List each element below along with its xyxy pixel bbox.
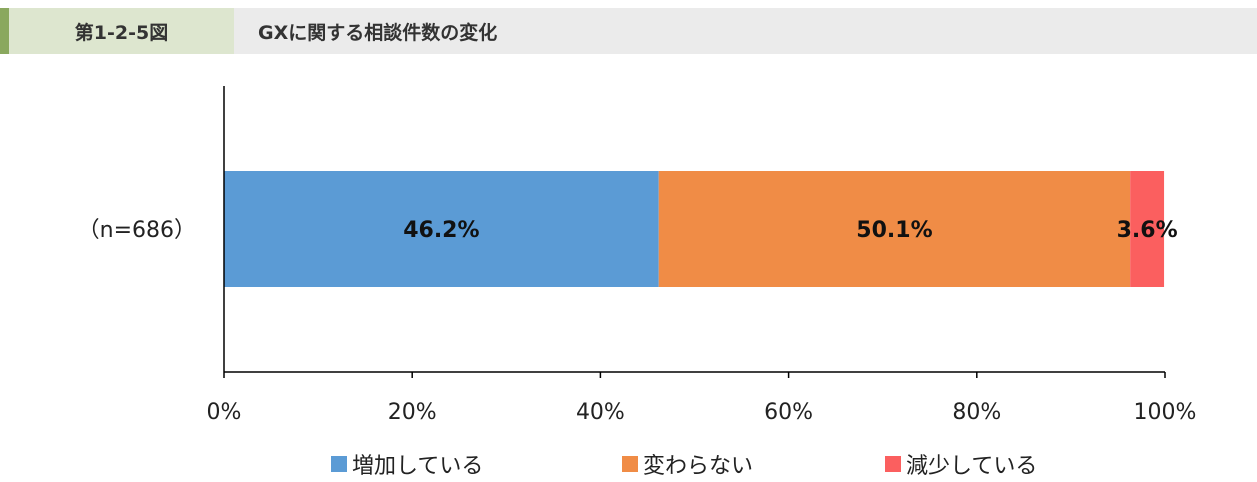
x-tick-label-1: 0% — [207, 400, 242, 425]
x-tick-label-4: 60% — [764, 400, 813, 425]
bar-segment-2 — [658, 171, 1131, 287]
legend-label-1: 増加している — [352, 454, 484, 479]
legend-item-2: 変わらない — [622, 448, 753, 480]
data-label-1: 46.2% — [403, 218, 479, 243]
header-accent-bar — [0, 8, 9, 54]
legend-label-2: 変わらない — [643, 454, 754, 479]
chart-legend: 増加している 変わらない 減少している — [0, 448, 1257, 480]
figure-title: GXに関する相談件数の変化 — [234, 8, 1257, 54]
figure-number: 第1-2-5図 — [9, 8, 234, 54]
category-label: （n=686） — [78, 218, 196, 243]
bar-segment-3 — [1130, 171, 1165, 287]
x-tick-label-6: 100% — [1134, 400, 1197, 425]
x-tick-label-2: 20% — [388, 400, 437, 425]
legend-swatch-2 — [622, 456, 638, 472]
stacked-bar-chart: 46.2% 50.1% 3.6% 0% 20% 40% 60% 80% 100% （n=686） — [78, 86, 1197, 425]
legend-swatch-3 — [885, 456, 901, 472]
x-tick-label-5: 80% — [952, 400, 1001, 425]
legend-item-3: 減少している — [885, 448, 1037, 480]
data-label-2: 50.1% — [856, 218, 932, 243]
legend-swatch-1 — [331, 456, 347, 472]
figure-header: 第1-2-5図 GXに関する相談件数の変化 — [0, 8, 1257, 54]
x-tick-label-3: 40% — [576, 400, 625, 425]
bar-segment-1 — [224, 171, 659, 287]
data-label-3: 3.6% — [1117, 218, 1178, 243]
legend-label-3: 減少している — [906, 454, 1038, 479]
legend-item-1: 増加している — [331, 448, 483, 480]
